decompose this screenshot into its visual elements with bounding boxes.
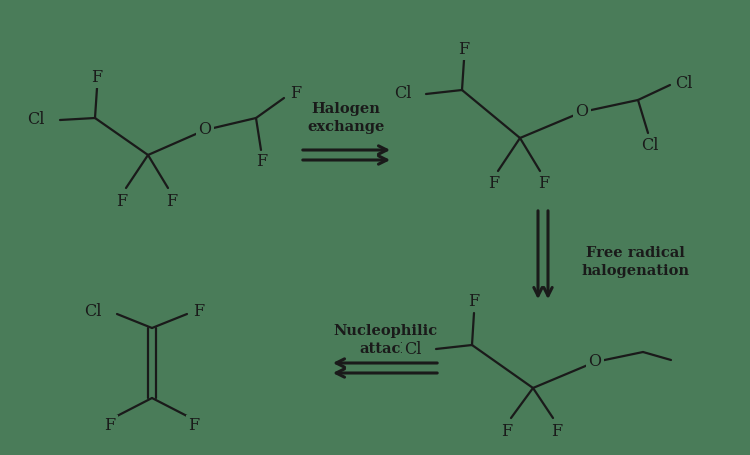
Text: Nucleophilic
attack: Nucleophilic attack	[333, 324, 437, 356]
Text: F: F	[166, 192, 178, 209]
Text: Cl: Cl	[28, 111, 45, 128]
Text: F: F	[290, 86, 302, 102]
Text: F: F	[538, 176, 550, 192]
Text: F: F	[469, 293, 479, 309]
Text: O: O	[575, 103, 589, 121]
Text: F: F	[488, 176, 500, 192]
Text: Cl: Cl	[404, 340, 422, 358]
Text: O: O	[589, 354, 602, 370]
Text: F: F	[92, 69, 103, 86]
Text: F: F	[188, 418, 200, 435]
Text: O: O	[199, 121, 211, 138]
Text: Cl: Cl	[85, 303, 102, 320]
Text: F: F	[502, 423, 512, 440]
Text: Halogen
exchange: Halogen exchange	[308, 102, 385, 134]
Text: F: F	[116, 192, 128, 209]
Text: F: F	[256, 153, 268, 171]
Text: F: F	[458, 40, 470, 57]
Text: Cl: Cl	[641, 137, 658, 155]
Text: Cl: Cl	[394, 86, 412, 102]
Text: F: F	[104, 418, 116, 435]
Text: Cl: Cl	[675, 75, 693, 91]
Text: Free radical
halogenation: Free radical halogenation	[581, 246, 689, 278]
Text: F: F	[194, 303, 205, 320]
Text: F: F	[551, 423, 562, 440]
